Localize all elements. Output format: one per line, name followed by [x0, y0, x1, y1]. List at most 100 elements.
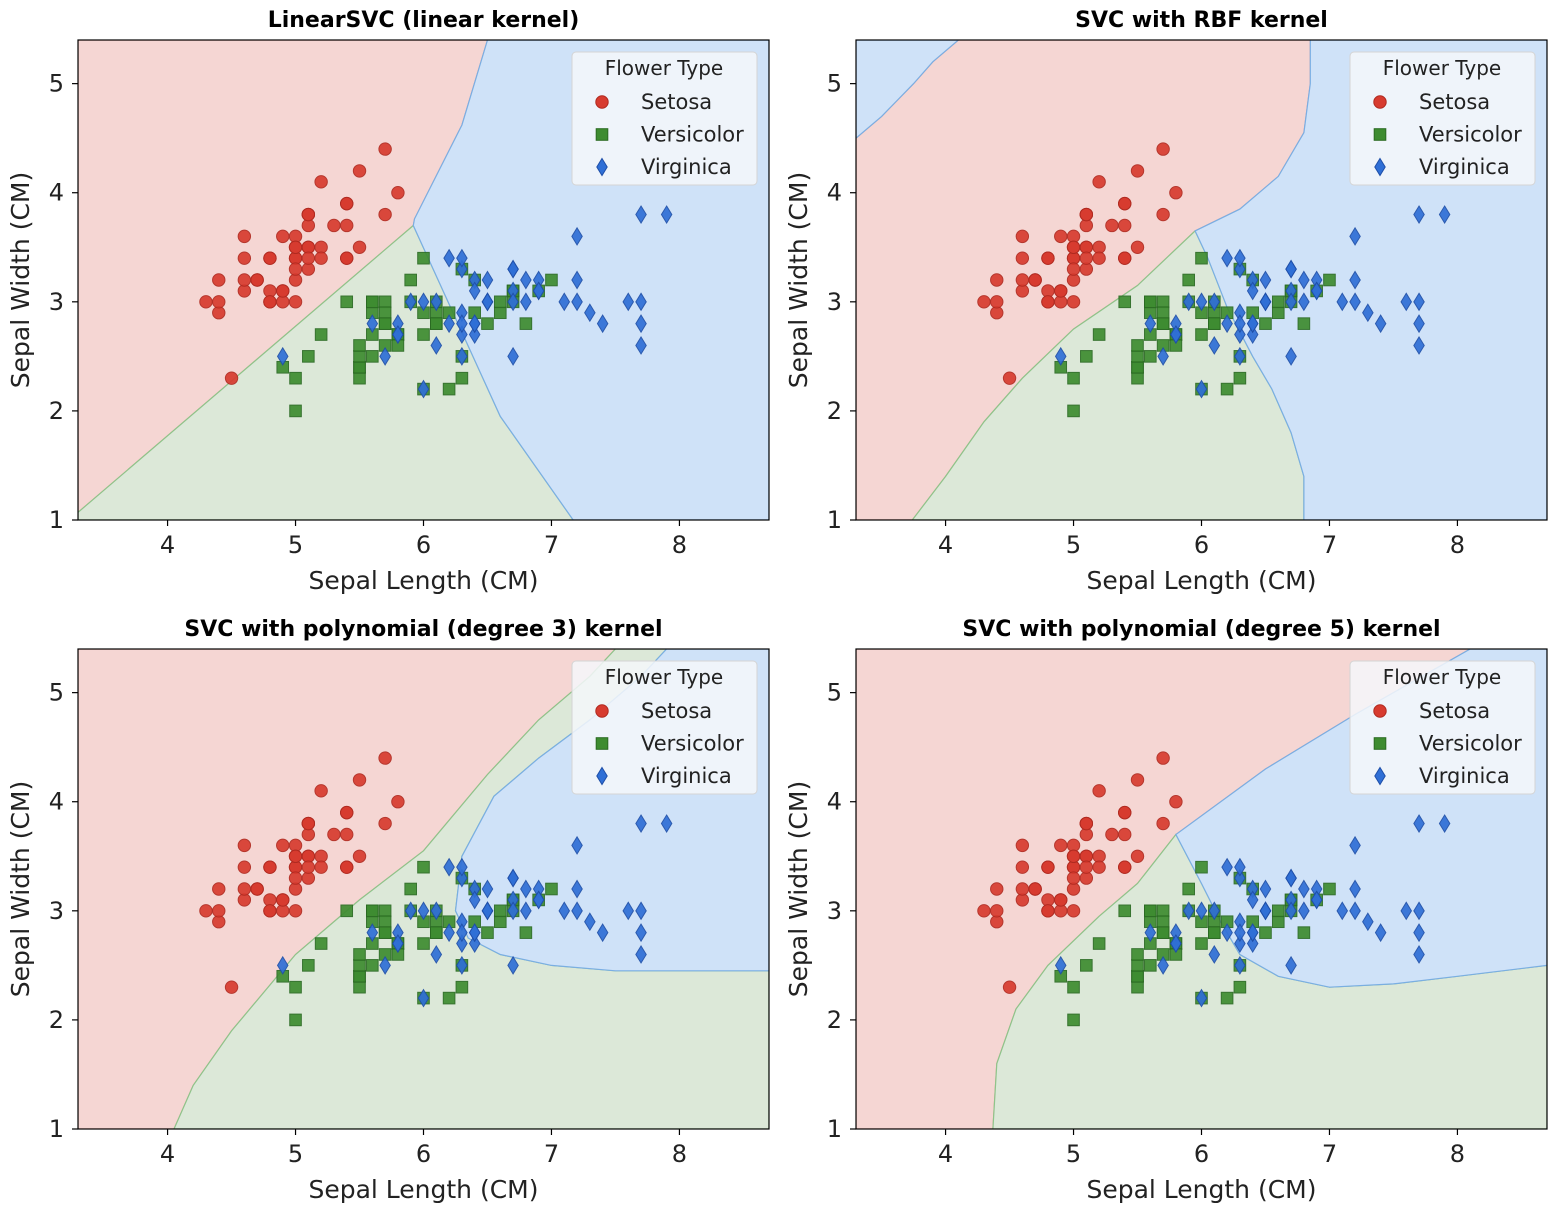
point-setosa: [1028, 273, 1042, 287]
point-setosa: [327, 218, 341, 233]
legend-label-setosa: Setosa: [641, 699, 712, 723]
point-virginica: [443, 857, 455, 877]
point-virginica: [507, 955, 519, 975]
point-versicolor: [1067, 1013, 1080, 1027]
point-versicolor: [366, 295, 379, 309]
point-versicolor: [289, 980, 302, 994]
legend-box: [571, 660, 758, 795]
point-setosa: [314, 784, 328, 798]
point-virginica: [520, 879, 532, 899]
point-virginica: [1234, 857, 1246, 877]
point-virginica: [622, 901, 635, 921]
y-tick-label: 2: [49, 397, 64, 425]
x-tick-label: 6: [1194, 531, 1209, 559]
point-virginica: [1221, 923, 1233, 943]
point-versicolor: [302, 350, 315, 363]
legend-label-versicolor: Versicolor: [1419, 732, 1522, 756]
point-setosa: [1079, 251, 1094, 265]
point-virginica: [1349, 270, 1361, 290]
point-virginica: [635, 923, 647, 943]
chart-title: SVC with polynomial (degree 3) kernel: [184, 617, 662, 642]
point-virginica: [1234, 248, 1246, 268]
point-versicolor: [340, 295, 354, 309]
point-virginica: [520, 270, 532, 290]
point-virginica: [1234, 955, 1246, 975]
point-versicolor: [366, 350, 379, 363]
point-setosa: [1105, 827, 1119, 842]
point-virginica: [635, 814, 647, 834]
point-virginica: [1195, 292, 1208, 312]
point-versicolor: [1067, 980, 1080, 994]
point-virginica: [481, 270, 494, 290]
point-versicolor: [353, 350, 366, 363]
point-setosa: [1118, 860, 1132, 874]
point-setosa: [1066, 871, 1081, 885]
point-virginica: [417, 901, 430, 921]
point-setosa: [1041, 251, 1055, 265]
point-setosa: [977, 904, 991, 918]
point-versicolor: [302, 959, 315, 972]
point-setosa: [1066, 240, 1081, 254]
point-virginica: [1157, 955, 1169, 975]
point-virginica: [1400, 292, 1413, 312]
chart-title: LinearSVC (linear kernel): [268, 8, 580, 33]
point-versicolor: [1144, 959, 1157, 972]
point-versicolor: [519, 926, 533, 939]
point-virginica: [596, 923, 609, 943]
y-tick-label: 2: [827, 397, 842, 425]
legend-title: Flower Type: [605, 56, 723, 80]
y-tick-label: 3: [827, 897, 842, 925]
point-virginica: [456, 314, 468, 334]
legend-marker-setosa: [1373, 704, 1387, 718]
point-setosa: [1054, 284, 1068, 298]
x-tick-label: 5: [1066, 1140, 1081, 1168]
point-virginica: [1413, 314, 1425, 334]
point-setosa: [276, 893, 290, 907]
point-versicolor: [1131, 948, 1144, 961]
series-virginica: [276, 814, 673, 1008]
point-virginica: [276, 346, 289, 366]
point-setosa: [1028, 882, 1042, 896]
x-tick-label: 7: [544, 1140, 559, 1168]
point-virginica: [430, 944, 443, 964]
point-setosa: [288, 240, 303, 254]
point-versicolor: [1323, 882, 1336, 896]
point-setosa: [1130, 849, 1145, 863]
point-setosa: [276, 229, 290, 244]
point-setosa: [1118, 827, 1132, 842]
legend-label-versicolor: Versicolor: [641, 123, 744, 147]
point-setosa: [1079, 207, 1094, 222]
point-virginica: [1246, 314, 1259, 334]
point-virginica: [1285, 346, 1297, 366]
point-versicolor: [417, 328, 430, 341]
point-virginica: [1208, 944, 1221, 964]
point-setosa: [212, 295, 226, 309]
point-virginica: [635, 205, 647, 225]
point-setosa: [990, 904, 1004, 918]
point-virginica: [558, 901, 571, 921]
point-versicolor: [378, 306, 392, 320]
point-versicolor: [1067, 404, 1080, 418]
point-setosa: [990, 295, 1004, 309]
x-tick-label: 4: [160, 1140, 175, 1168]
point-virginica: [635, 292, 647, 312]
point-versicolor: [1182, 882, 1196, 896]
point-versicolor: [404, 273, 418, 287]
point-virginica: [558, 292, 571, 312]
point-virginica: [1234, 325, 1246, 345]
point-virginica: [571, 901, 583, 921]
point-setosa: [288, 262, 303, 276]
point-virginica: [1234, 923, 1246, 943]
point-virginica: [1182, 292, 1195, 312]
x-axis-label: Sepal Length (CM): [308, 566, 538, 595]
point-virginica: [1413, 335, 1425, 355]
point-setosa: [301, 207, 316, 222]
point-setosa: [1118, 196, 1132, 211]
point-virginica: [1374, 923, 1387, 943]
point-virginica: [1234, 346, 1246, 366]
point-virginica: [520, 292, 532, 312]
point-setosa: [276, 838, 290, 853]
point-setosa: [1156, 816, 1170, 831]
point-virginica: [1234, 868, 1246, 888]
legend-label-setosa: Setosa: [1419, 699, 1490, 723]
